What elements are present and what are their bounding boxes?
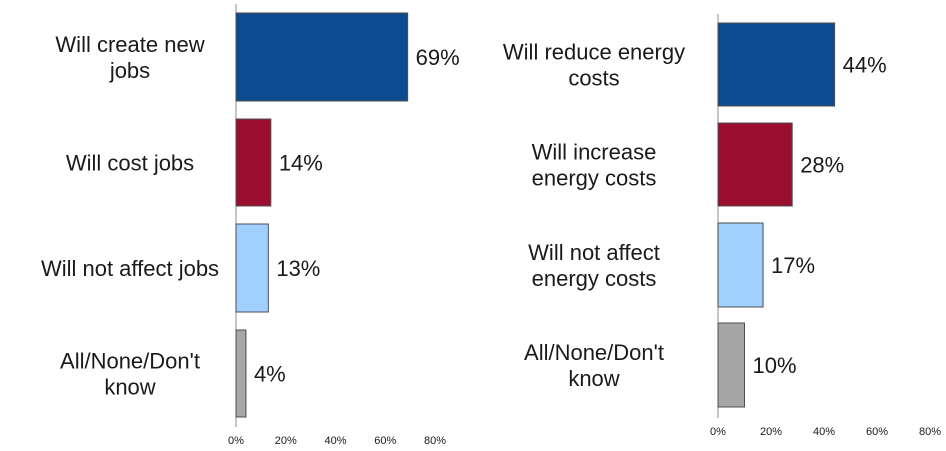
x-tick-label-3: 40% (324, 435, 346, 447)
x-tick-label-3: 40% (813, 426, 835, 438)
x-tick-label-1: 0% (228, 435, 244, 447)
x-tick-label-1: 0% (710, 426, 726, 438)
bar-1 (235, 12, 409, 102)
category-label-4: All/None/Don't know (60, 349, 200, 400)
value-label-1: 44% (843, 53, 887, 78)
x-tick-label-2: 20% (275, 435, 297, 447)
x-tick-label-4: 60% (374, 435, 396, 447)
bar-4 (717, 322, 745, 408)
chart-1: 69% Will create new jobs 14% Will cost jobs 1… (41, 4, 460, 447)
x-tick-label-5: 80% (919, 426, 941, 438)
x-tick-label-5: 80% (424, 435, 446, 447)
bar-1 (717, 22, 836, 107)
value-label-1: 69% (416, 45, 460, 70)
bar-2 (717, 122, 793, 207)
bar-3 (717, 222, 764, 308)
bar-4 (235, 329, 247, 418)
bar-2 (235, 118, 272, 207)
x-tick-label-2: 20% (760, 426, 782, 438)
x-tick-label-4: 60% (866, 426, 888, 438)
value-label-3: 13% (276, 256, 320, 281)
category-label-2: Will increase energy costs (532, 140, 657, 191)
value-label-4: 10% (753, 353, 797, 378)
category-label-2: Will cost jobs (66, 151, 194, 176)
value-label-3: 17% (771, 253, 815, 278)
category-label-1: Will create new jobs (55, 32, 204, 83)
bar-3 (235, 223, 269, 313)
category-label-4: All/None/Don't know (524, 340, 664, 391)
category-label-3: Will not affect jobs (41, 256, 219, 281)
value-label-4: 4% (254, 362, 286, 387)
value-label-2: 14% (279, 151, 323, 176)
value-label-2: 28% (800, 153, 844, 178)
category-label-3: Will not affect energy costs (528, 240, 660, 291)
category-label-1: Will reduce energy costs (503, 40, 685, 91)
chart-2: 44% Will reduce energy costs 28% Will increa… (503, 14, 941, 438)
